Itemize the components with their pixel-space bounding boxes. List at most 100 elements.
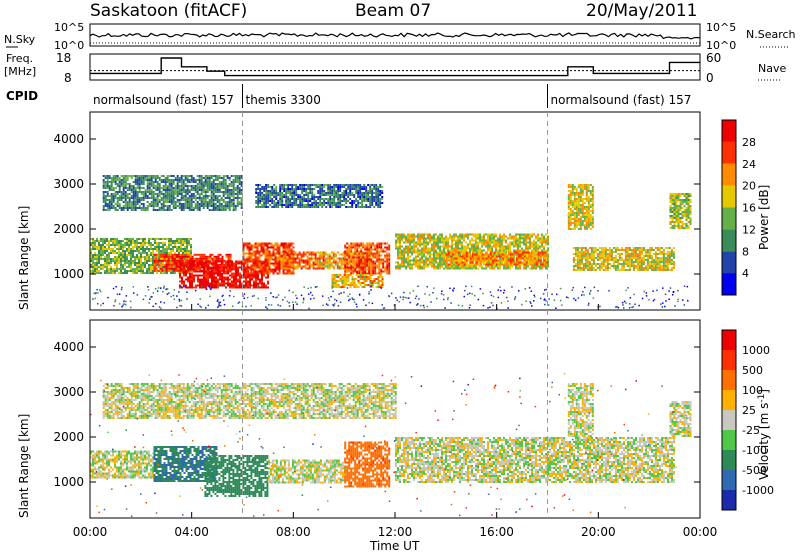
power-cell-8: [496, 260, 498, 262]
power-cell-3: [261, 245, 263, 247]
power-cell-3: [255, 265, 257, 267]
power-cell-8: [510, 256, 512, 258]
power-cell-0: [140, 272, 142, 274]
power-cell-3: [263, 243, 265, 245]
power-cell-9: [659, 247, 661, 249]
power-cell-0: [114, 256, 116, 258]
power-cell-2: [261, 281, 263, 283]
power-cell-1: [184, 260, 186, 262]
power-cell-1: [176, 268, 178, 270]
power-cell-7: [499, 268, 501, 270]
power-cell-7: [471, 268, 473, 270]
power-cell-6: [352, 245, 354, 247]
power-cell-9: [633, 267, 635, 269]
power-cell-3: [271, 255, 273, 257]
power-cell-4: [311, 258, 313, 260]
power-cell-7: [431, 258, 433, 260]
power-cell-8: [498, 260, 500, 262]
power-cell-6: [378, 259, 380, 261]
power-cell-0: [102, 244, 104, 246]
power-cell-0: [138, 270, 140, 272]
power-cell-6: [352, 261, 354, 263]
power-cell-10: [167, 193, 169, 195]
power-cell-9: [665, 263, 667, 265]
power-cell-0: [162, 244, 164, 246]
power-cell-2: [185, 275, 187, 277]
power-cell-7: [481, 246, 483, 248]
power-cell-7: [457, 240, 459, 242]
power-cell-7: [435, 234, 437, 236]
power-cell-10: [145, 197, 147, 199]
power-cell-7: [455, 244, 457, 246]
power-cell-10: [105, 185, 107, 187]
cpid-label: CPID: [6, 89, 38, 103]
power-cell-10: [135, 191, 137, 193]
power-cell-0: [164, 244, 166, 246]
power-cell-7: [399, 264, 401, 266]
power-cell-9: [575, 265, 577, 267]
power-cell-7: [519, 240, 521, 242]
power-cell-0: [134, 250, 136, 252]
power-cell-0: [142, 266, 144, 268]
power-cell-10: [135, 189, 137, 191]
power-cell-9: [661, 257, 663, 259]
power-cell-10: [153, 201, 155, 203]
power-cell-0: [122, 250, 124, 252]
freq-right-tick-top: 60: [706, 51, 721, 65]
power-cell-5: [319, 266, 321, 268]
power-cell-3: [247, 243, 249, 245]
power-cell-9: [673, 253, 675, 255]
power-cell-9: [579, 261, 581, 263]
power-cell-3: [245, 253, 247, 255]
power-cell-8: [504, 262, 506, 264]
power-cell-7: [453, 264, 455, 266]
power-cell-7: [425, 250, 427, 252]
power-cell-7: [401, 250, 403, 252]
power-cell-0: [120, 272, 122, 274]
power-cell-0: [128, 248, 130, 250]
power-cell-2: [201, 281, 203, 283]
power-cell-0: [130, 252, 132, 254]
power-cell-9: [627, 259, 629, 261]
power-cell-7: [471, 250, 473, 252]
power-cell-0: [132, 240, 134, 242]
power-cell-3: [257, 263, 259, 265]
power-cell-0: [134, 264, 136, 266]
power-cell-9: [643, 267, 645, 269]
power-cell-7: [427, 236, 429, 238]
power-cell-3: [275, 259, 277, 261]
power-cell-10: [115, 177, 117, 179]
power-cell-10: [107, 187, 109, 189]
power-cell-0: [96, 264, 98, 266]
power-cell-10: [107, 175, 109, 177]
power-cell-10: [165, 195, 167, 197]
power-cell-9: [583, 265, 585, 267]
power-cell-2: [261, 283, 263, 285]
power-cell-7: [501, 240, 503, 242]
power-cell-5: [339, 262, 341, 264]
power-cell-8: [544, 260, 546, 262]
power-cell-7: [465, 268, 467, 270]
power-cell-8: [526, 256, 528, 258]
power-cell-3: [257, 265, 259, 267]
power-cell-0: [140, 244, 142, 246]
power-cell-10: [167, 197, 169, 199]
power-cell-3: [277, 247, 279, 249]
power-cell-8: [464, 258, 466, 260]
power-cell-6: [348, 263, 350, 265]
power-cell-4: [291, 266, 293, 268]
power-cell-7: [399, 234, 401, 236]
power-cell-0: [96, 268, 98, 270]
power-cell-0: [138, 260, 140, 262]
power-cell-7: [515, 250, 517, 252]
power-cell-4: [285, 266, 287, 268]
power-cell-4: [319, 264, 321, 266]
power-cell-9: [641, 263, 643, 265]
power-cell-7: [437, 252, 439, 254]
power-cell-2: [239, 285, 241, 287]
power-cell-7: [503, 248, 505, 250]
power-cell-4: [305, 254, 307, 256]
power-cell-2: [209, 271, 211, 273]
power-cell-2: [181, 283, 183, 285]
power-cell-6: [376, 249, 378, 251]
